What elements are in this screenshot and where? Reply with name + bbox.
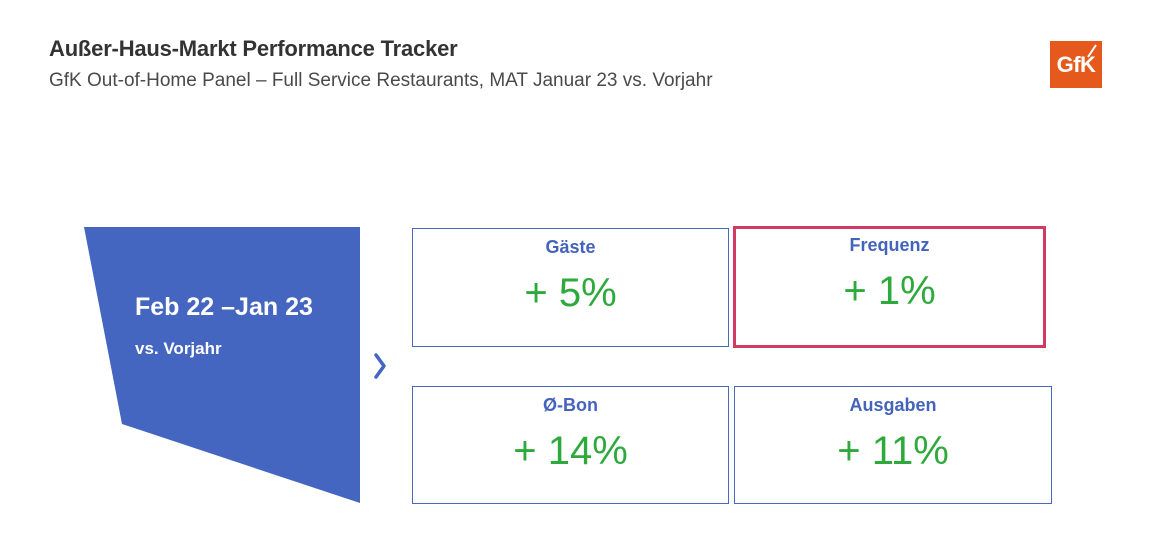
page-subtitle: GfK Out-of-Home Panel – Full Service Res… <box>49 70 713 91</box>
metric-tile-gaeste: Gäste + 5% <box>412 228 729 347</box>
metric-label: Ausgaben <box>849 395 937 415</box>
gfk-logo: GfK <box>1050 41 1102 88</box>
metric-value: + 1% <box>843 269 936 313</box>
chevron-right-icon <box>374 353 386 379</box>
period-panel-shape <box>84 227 360 503</box>
metric-tile-ausgaben: Ausgaben + 11% <box>734 386 1052 504</box>
metric-label: Gäste <box>545 237 596 257</box>
metric-value: + 11% <box>837 429 949 473</box>
period-range: Feb 22 –Jan 23 <box>135 293 313 321</box>
period-comparison: vs. Vorjahr <box>135 339 222 358</box>
metric-value: + 14% <box>513 429 628 473</box>
metric-value: + 5% <box>524 271 617 315</box>
period-panel: Feb 22 –Jan 23 vs. Vorjahr <box>84 227 360 503</box>
metric-tile-bon: Ø-Bon + 14% <box>412 386 729 504</box>
metric-label: Frequenz <box>849 235 930 255</box>
page-title: Außer-Haus-Markt Performance Tracker <box>49 36 458 61</box>
metric-tile-frequenz: Frequenz + 1% <box>733 226 1046 348</box>
logo-slash-icon <box>1087 44 1097 58</box>
metric-label: Ø-Bon <box>543 395 598 415</box>
